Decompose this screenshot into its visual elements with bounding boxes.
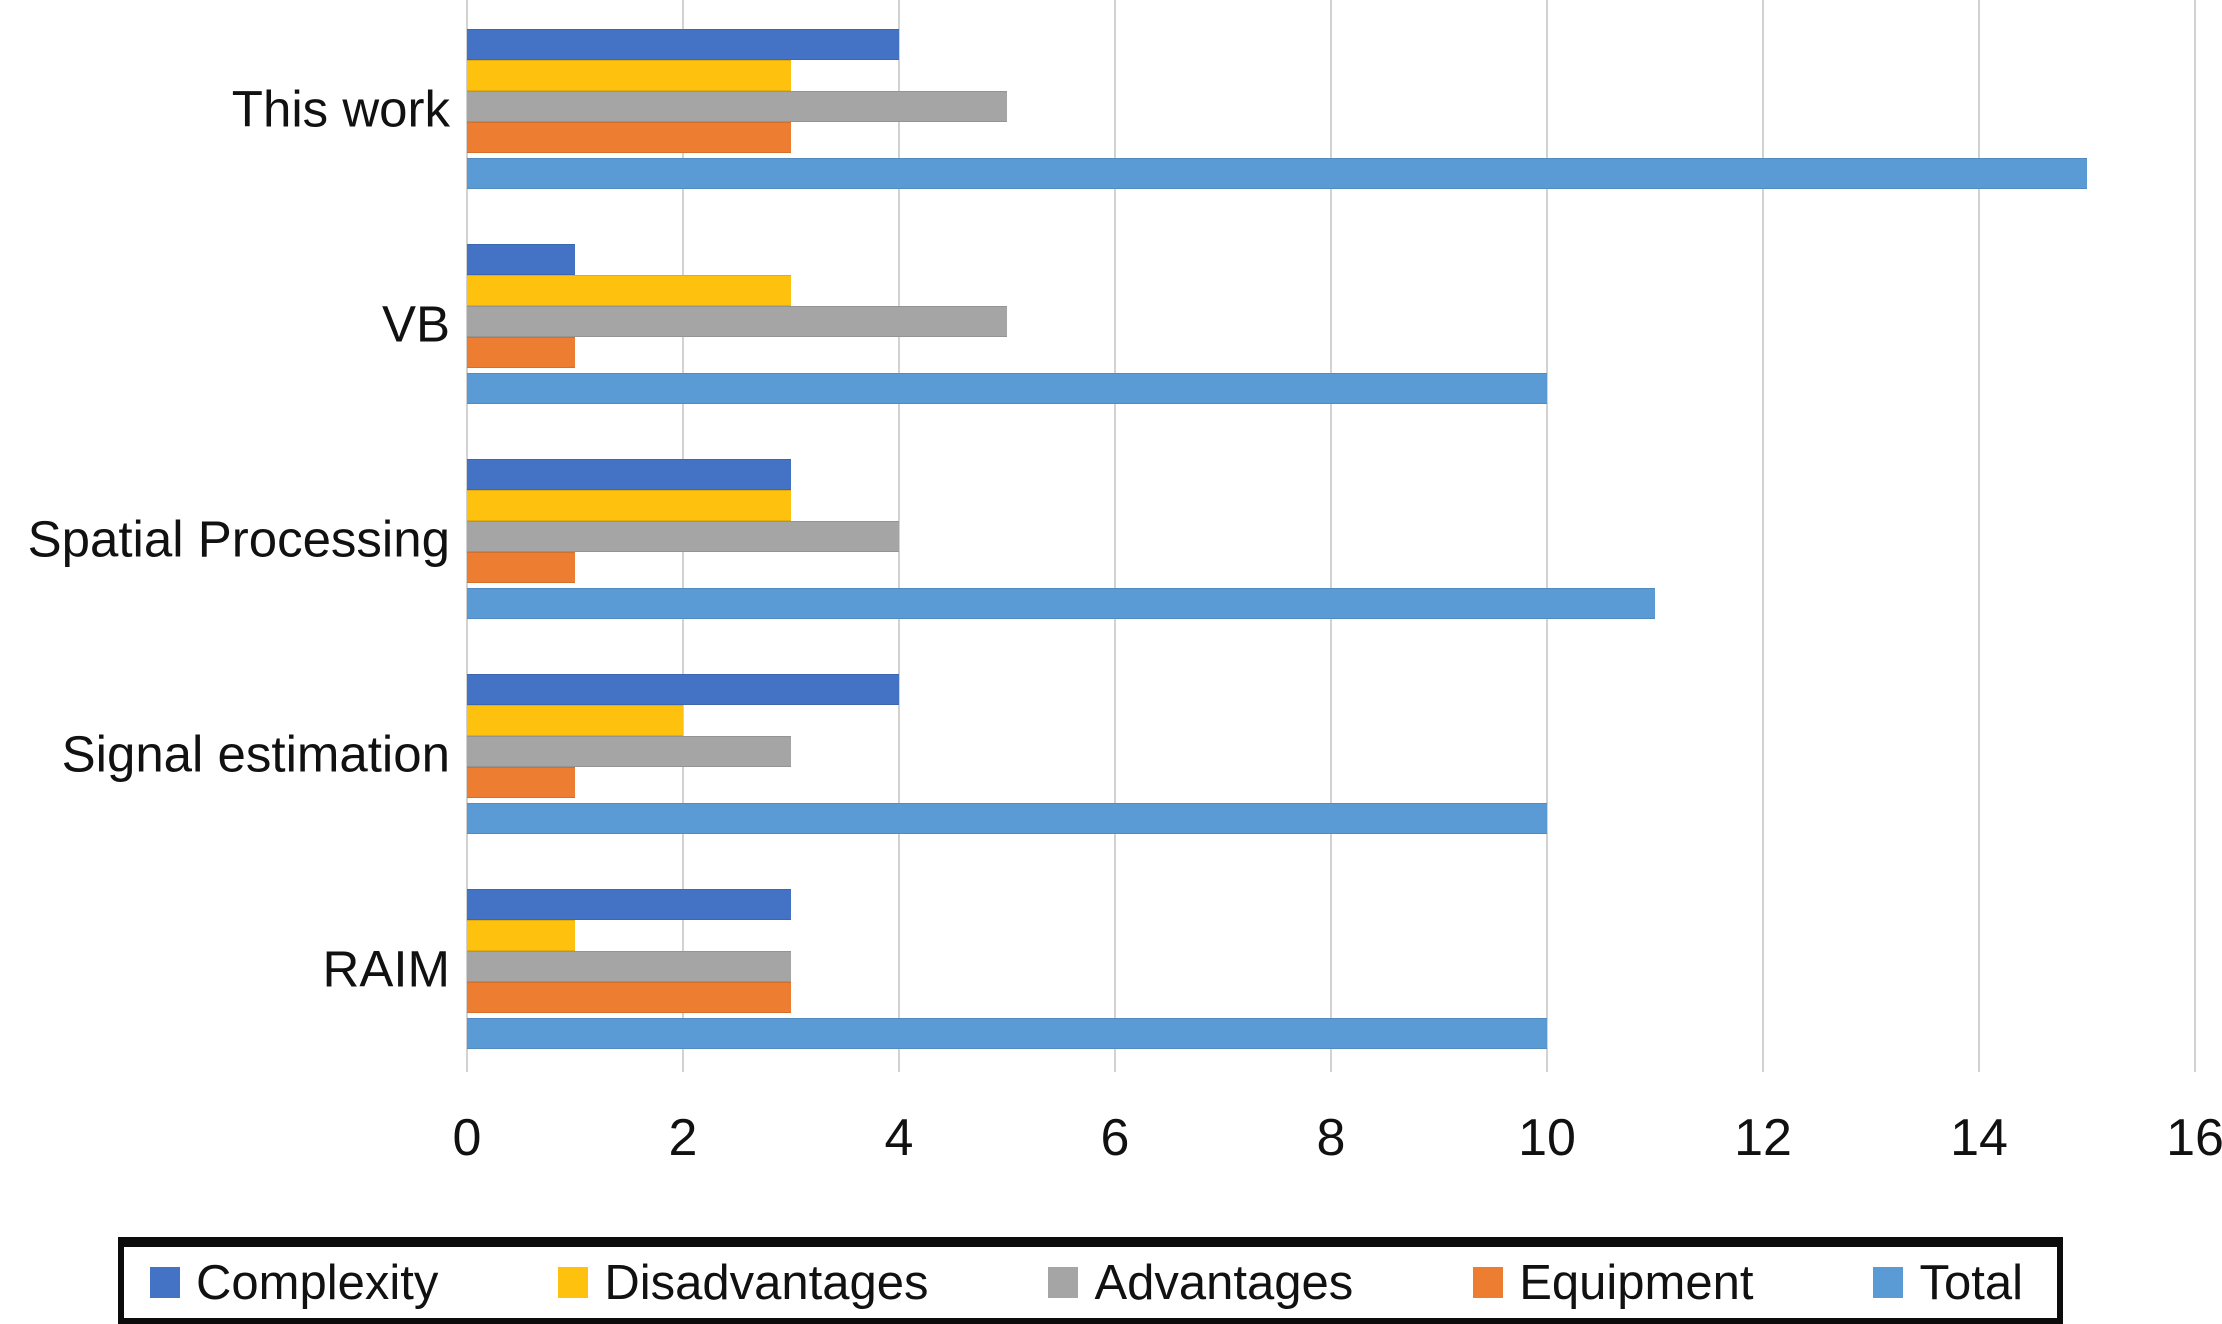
gridline-x-8 [1330, 0, 1332, 1072]
legend-item-total: Total [1873, 1255, 2023, 1311]
bar-complexity-3 [467, 459, 791, 490]
bar-complexity-1 [467, 29, 899, 60]
bar-total-3 [467, 588, 1655, 619]
gridline-x-12 [1762, 0, 1764, 1072]
legend-label: Equipment [1519, 1255, 1754, 1310]
legend-label: Disadvantages [604, 1255, 929, 1310]
bar-disadvantages-4 [467, 705, 683, 736]
x-tick-label-12: 12 [1734, 1109, 1792, 1167]
bar-advantages-5 [467, 951, 791, 982]
legend-label: Complexity [196, 1255, 439, 1310]
gridline-x-16 [2194, 0, 2196, 1072]
bar-disadvantages-5 [467, 920, 575, 951]
x-tick-label-14: 14 [1950, 1109, 2008, 1167]
bar-advantages-2 [467, 306, 1007, 337]
bar-equipment-5 [467, 982, 791, 1013]
bar-total-1 [467, 158, 2087, 189]
x-tick-label-16: 16 [2166, 1109, 2222, 1167]
plot-area [466, 0, 2196, 1072]
legend-label: Advantages [1094, 1255, 1354, 1310]
bar-equipment-1 [467, 122, 791, 153]
category-axis: This work VB Spatial Processing Signal esti… [0, 0, 458, 1072]
equipment-swatch-icon [1473, 1267, 1504, 1298]
bar-disadvantages-2 [467, 275, 791, 306]
bar-complexity-4 [467, 674, 899, 705]
bar-disadvantages-1 [467, 60, 791, 91]
bar-total-2 [467, 373, 1547, 404]
category-label: VB [381, 295, 450, 353]
bar-total-5 [467, 1018, 1547, 1049]
bar-advantages-3 [467, 521, 899, 552]
gridline-x-14 [1978, 0, 1980, 1072]
gridline-x-4 [898, 0, 900, 1072]
legend-item-advantages: Advantages [1048, 1255, 1353, 1311]
complexity-swatch-icon [150, 1267, 180, 1298]
bar-equipment-3 [467, 552, 575, 583]
category-label: Signal estimation [61, 725, 450, 783]
gridline-x-10 [1546, 0, 1548, 1072]
disadvantages-swatch-icon [558, 1267, 589, 1298]
x-tick-label-4: 4 [884, 1109, 914, 1167]
gridline-x-6 [1114, 0, 1116, 1072]
bar-advantages-1 [467, 91, 1007, 122]
legend-item-equipment: Equipment [1473, 1255, 1754, 1311]
x-tick-label-6: 6 [1100, 1109, 1130, 1167]
category-label: RAIM [322, 940, 451, 998]
bar-complexity-2 [467, 244, 575, 275]
bar-equipment-2 [467, 337, 575, 368]
category-label: This work [231, 80, 450, 138]
legend-item-disadvantages: Disadvantages [558, 1255, 928, 1311]
category-label: Spatial Processing [27, 510, 450, 568]
bar-advantages-4 [467, 736, 791, 767]
bar-total-4 [467, 803, 1547, 834]
legend-label: Total [1919, 1255, 2023, 1310]
legend-item-complexity: Complexity [150, 1255, 438, 1311]
x-tick-label-2: 2 [668, 1109, 698, 1167]
x-tick-label-0: 0 [452, 1109, 482, 1167]
advantages-swatch-icon [1048, 1267, 1079, 1298]
bar-equipment-4 [467, 767, 575, 798]
x-axis: 0 2 4 6 8 10 12 14 16 [453, 1108, 2222, 1178]
legend: Complexity Disadvantages Advantages Equipme… [118, 1237, 2063, 1324]
x-tick-label-10: 10 [1518, 1109, 1576, 1167]
total-swatch-icon [1873, 1267, 1904, 1298]
x-tick-label-8: 8 [1316, 1109, 1346, 1167]
bar-disadvantages-3 [467, 490, 791, 521]
bar-complexity-5 [467, 889, 791, 920]
